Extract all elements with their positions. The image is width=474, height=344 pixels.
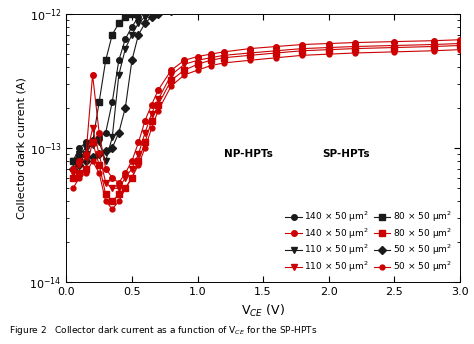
Legend: 140 × 50 μm$^2$, 140 × 50 μm$^2$, 110 × 50 μm$^2$, 110 × 50 μm$^2$, 80 × 50 μm$^: 140 × 50 μm$^2$, 140 × 50 μm$^2$, 110 × … [282,206,455,278]
Text: SP-HPTs: SP-HPTs [322,149,370,159]
Text: Figure 2   Collector dark current as a function of V$_{CE}$ for the SP-HPTs: Figure 2 Collector dark current as a fun… [9,324,318,337]
Text: NP-HPTs: NP-HPTs [224,149,273,159]
Y-axis label: Collector dark current (A): Collector dark current (A) [17,77,27,219]
X-axis label: V$_{CE}$ (V): V$_{CE}$ (V) [241,302,285,319]
